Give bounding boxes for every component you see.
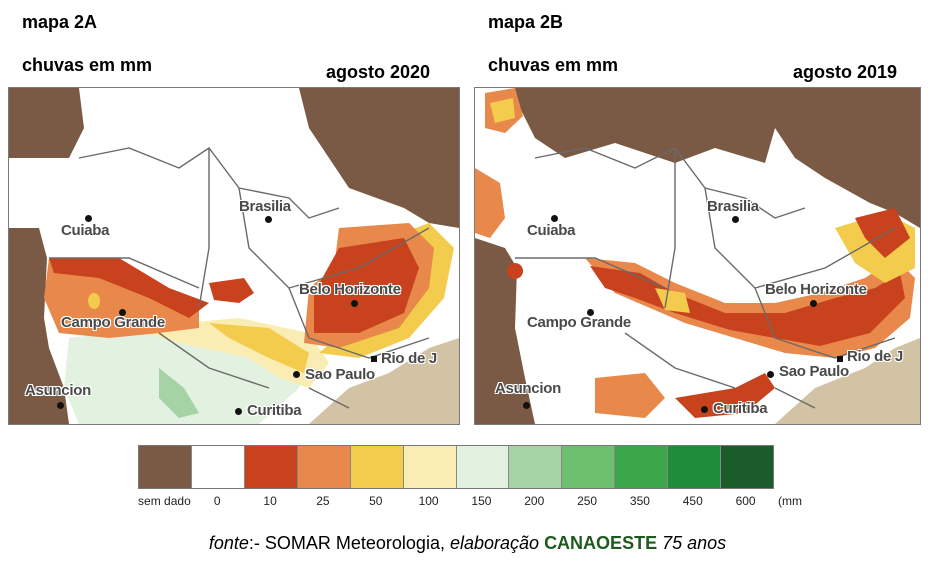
legend-swatch (139, 446, 192, 488)
legend-swatch (509, 446, 563, 488)
city-label-campo-grande: Campo Grande (527, 314, 631, 331)
city-label-sao-paulo: Sao Paulo (779, 363, 849, 380)
legend-swatch (721, 446, 774, 488)
rain-10-zone (855, 208, 910, 258)
city-label-belo-horizonte: Belo Horizonte (299, 281, 401, 298)
no-data-region (515, 88, 775, 163)
source-elab: elaboração (449, 533, 540, 553)
legend-swatch (456, 446, 510, 488)
city-label-rio: Rio de J (847, 348, 903, 365)
city-label-curitiba: Curitiba (247, 402, 302, 419)
no-data-region (475, 238, 535, 424)
city-marker (235, 408, 242, 415)
legend-tick-label: 10 (263, 494, 277, 508)
source-suffix: 75 anos (662, 533, 727, 553)
city-label-campo-grande: Campo Grande (61, 314, 165, 331)
source-org: CANAOESTE (544, 533, 658, 553)
no-data-region (9, 88, 84, 158)
ocean (309, 338, 459, 424)
city-label-brasilia: Brasilia (239, 198, 291, 215)
city-marker (701, 406, 708, 413)
city-marker (587, 309, 594, 316)
rain-10-zone (49, 258, 209, 318)
rain-25-zone (44, 258, 199, 338)
legend-tick-label: 50 (369, 494, 383, 508)
map-2b-subtitle: chuvas em mm (488, 55, 619, 75)
city-marker (293, 371, 300, 378)
legend-tick-label: sem dado (138, 494, 191, 508)
city-marker (57, 402, 64, 409)
legend-tick-label: 150 (471, 494, 492, 508)
map-2a-rainfall-svg (9, 88, 459, 424)
source-prefix: fonte (208, 533, 249, 553)
rain-50-zone (490, 98, 515, 123)
city-marker (119, 309, 126, 316)
legend-swatch (615, 446, 669, 488)
legend-swatch (668, 446, 722, 488)
city-marker (810, 300, 817, 307)
city-marker (371, 356, 377, 362)
state-borders (49, 147, 430, 409)
city-marker (85, 215, 92, 222)
map-2a: Cuiaba Brasilia Belo Horizonte Campo Gra… (8, 87, 460, 425)
no-data-region (299, 88, 459, 228)
legend-tick-label: 450 (682, 494, 703, 508)
no-data-region (775, 88, 920, 228)
city-marker (767, 371, 774, 378)
ocean (775, 338, 920, 424)
rain-50-zone (88, 293, 101, 309)
rain-10-zone (675, 373, 775, 418)
legend-tick-label: 0 (213, 494, 221, 508)
no-data-region (9, 228, 69, 424)
legend-swatch (403, 446, 457, 488)
map-2b-title: mapa 2B (488, 12, 564, 32)
legend-swatch (350, 446, 404, 488)
legend-tick-label: 350 (629, 494, 650, 508)
map-2b-period: agosto 2019 (793, 62, 898, 82)
legend-tick-label: 200 (524, 494, 545, 508)
legend-tick-label: 600 (735, 494, 756, 508)
rain-50-zone (655, 288, 690, 313)
legend-swatch (297, 446, 351, 488)
legend-tick-label: 25 (316, 494, 330, 508)
city-label-sao-paulo: Sao Paulo (305, 366, 375, 383)
city-label-asuncion: Asuncion (25, 382, 91, 399)
legend-swatch (191, 446, 245, 488)
source-line: fonte:- SOMAR Meteorologia, elaboração C… (0, 533, 935, 554)
map-2a-period: agosto 2020 (326, 62, 431, 82)
city-marker (265, 216, 272, 223)
city-marker (351, 300, 358, 307)
legend-tick-label: (mm (778, 494, 802, 508)
legend-swatch (562, 446, 616, 488)
city-label-belo-horizonte: Belo Horizonte (765, 281, 867, 298)
city-marker (523, 402, 530, 409)
rain-10-zone (590, 266, 905, 346)
source-middle: :- SOMAR Meteorologia, (248, 533, 450, 553)
rain-10-zone (314, 238, 419, 333)
city-marker (732, 216, 739, 223)
city-label-cuiaba: Cuiaba (527, 222, 576, 239)
city-marker (551, 215, 558, 222)
map-2a-title: mapa 2A (22, 12, 98, 32)
rain-50-zone (209, 323, 309, 373)
rain-200-zone (159, 368, 199, 418)
city-label-curitiba: Curitiba (713, 400, 768, 417)
rain-25-zone (475, 168, 505, 238)
city-marker (837, 356, 843, 362)
city-label-brasilia: Brasilia (707, 198, 759, 215)
legend-tick-label: 250 (577, 494, 598, 508)
rain-25-zone (595, 373, 665, 418)
city-label-cuiaba: Cuiaba (61, 222, 110, 239)
city-label-asuncion: Asuncion (495, 380, 561, 397)
rainfall-legend (138, 445, 774, 489)
legend-swatch (244, 446, 298, 488)
map-2a-subtitle: chuvas em mm (22, 55, 153, 75)
rain-10-zone (209, 278, 254, 303)
map-2b: Cuiaba Brasilia Belo Horizonte Campo Gra… (474, 87, 921, 425)
state-borders (515, 147, 896, 409)
map-2b-rainfall-svg (475, 88, 920, 424)
rain-10-zone (507, 263, 524, 279)
city-label-rio: Rio de J (381, 350, 437, 367)
legend-tick-label: 100 (418, 494, 439, 508)
